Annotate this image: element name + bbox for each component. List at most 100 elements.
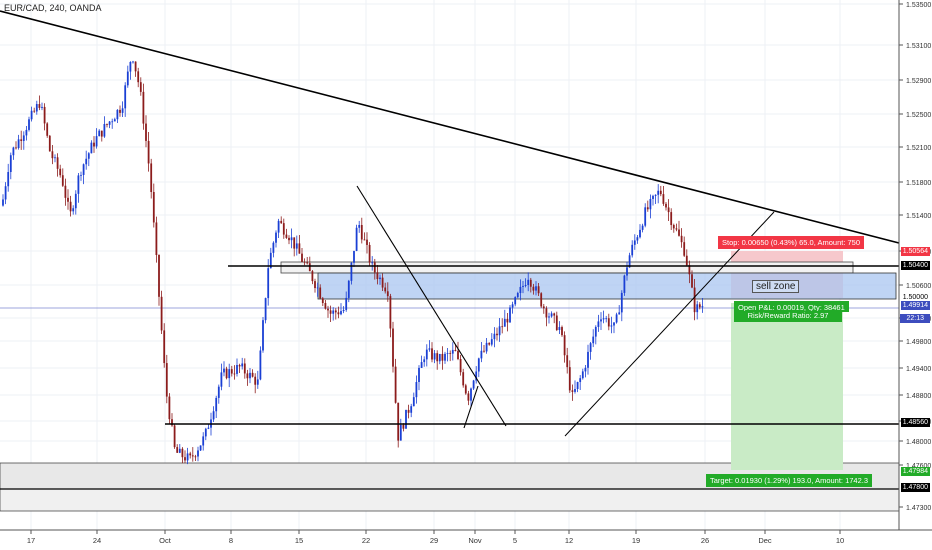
time-tick-label: 19	[632, 536, 640, 545]
candle-body	[256, 379, 259, 385]
candle-body	[15, 147, 17, 149]
time-tick-label: 12	[565, 536, 573, 545]
trend-lines	[0, 10, 900, 490]
candle-body	[561, 327, 563, 336]
candle-body	[254, 376, 257, 385]
candle-body	[262, 320, 264, 351]
candle-body	[698, 304, 701, 308]
candle-body	[238, 365, 241, 367]
candle-body	[506, 318, 509, 323]
candle-body	[449, 353, 452, 354]
candle-body	[355, 227, 358, 251]
candle-body	[366, 239, 368, 245]
candle-body	[269, 252, 272, 269]
candle-body	[672, 225, 675, 229]
time-tick-label: 24	[93, 536, 101, 545]
candle-body	[243, 363, 246, 374]
descending-trendline	[0, 10, 900, 244]
candle-body	[446, 353, 449, 354]
candle-body	[537, 286, 540, 294]
candle-body	[399, 424, 402, 441]
candle-body	[516, 293, 519, 298]
candle-body	[64, 185, 67, 198]
candle-body	[628, 255, 631, 268]
candle-body	[22, 135, 25, 141]
candle-body	[384, 287, 387, 292]
candle-body	[496, 333, 498, 336]
support-price-tag: 1.48560	[900, 418, 930, 427]
price-tick-label: 1.52500	[906, 112, 931, 119]
candle-body	[691, 274, 693, 288]
candle-body	[129, 61, 132, 72]
candle-body	[386, 291, 389, 297]
time-axis[interactable]: 17 24 Oct 8 15 22 29 Nov 5 12 19 26 Dec 10	[27, 530, 844, 545]
candle-body	[662, 194, 665, 204]
candle-body	[620, 292, 623, 313]
candle-body	[602, 318, 605, 320]
candle-body	[132, 61, 134, 63]
candle-body	[353, 250, 355, 263]
candle-body	[142, 91, 145, 124]
candle-body	[139, 82, 142, 92]
time-tick-label: 8	[229, 536, 233, 545]
time-tick-label: Dec	[758, 536, 772, 545]
target-label: Target: 0.01930 (1.29%) 193.0, Amount: 1…	[706, 474, 873, 487]
candle-body	[519, 286, 522, 294]
candle-body	[501, 326, 504, 328]
candle-body	[623, 275, 626, 293]
candle-body	[654, 194, 657, 196]
price-tick-label: 1.50600	[906, 283, 931, 290]
candle-body	[488, 342, 491, 345]
candle-body	[69, 201, 72, 212]
candle-body	[381, 277, 384, 288]
candle-body	[462, 372, 465, 386]
candle-body	[402, 424, 405, 429]
candle-body	[444, 353, 446, 361]
candle-body	[137, 71, 140, 83]
candle-body	[670, 212, 673, 226]
candle-body	[35, 104, 38, 112]
candle-body	[503, 318, 506, 327]
candle-body	[405, 409, 407, 429]
candle-body	[581, 371, 584, 379]
candle-body	[665, 203, 667, 208]
time-tick-label: 26	[701, 536, 709, 545]
candle-body	[553, 313, 556, 316]
candle-body	[410, 406, 413, 413]
candle-body	[207, 427, 210, 429]
candle-body	[373, 262, 376, 273]
candle-body	[121, 108, 124, 113]
candle-body	[90, 142, 93, 154]
candle-body	[181, 448, 184, 458]
candle-body	[535, 286, 537, 291]
candle-body	[272, 242, 275, 253]
candle-body	[649, 198, 652, 210]
candle-body	[639, 229, 641, 238]
candle-body	[475, 371, 478, 381]
candle-body	[431, 348, 433, 360]
candle-body	[20, 139, 23, 141]
candle-body	[363, 239, 366, 241]
candle-body	[332, 310, 335, 314]
resistance-price-tag: 1.50400	[900, 261, 930, 270]
candle-body	[594, 326, 597, 337]
candle-body	[327, 308, 329, 311]
target-zone	[731, 303, 843, 470]
candle-body	[334, 310, 337, 313]
candle-body	[680, 235, 683, 243]
candle-body	[67, 197, 69, 202]
candle-body	[17, 139, 20, 149]
candle-body	[303, 261, 306, 263]
candle-body	[173, 425, 176, 448]
candle-body	[527, 279, 530, 286]
candle-body	[165, 363, 168, 397]
candle-body	[688, 265, 691, 275]
candle-body	[592, 336, 595, 344]
candle-body	[259, 350, 262, 380]
candle-body	[514, 297, 517, 305]
candle-body	[87, 153, 90, 159]
candle-body	[106, 124, 108, 125]
candle-body	[98, 130, 101, 137]
candle-body	[376, 272, 379, 280]
